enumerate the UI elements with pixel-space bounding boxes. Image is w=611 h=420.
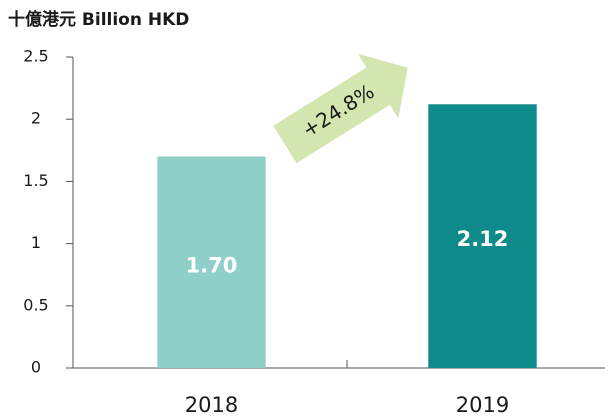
y-tick-label: 2 <box>31 109 41 128</box>
growth-arrow: +24.8% <box>273 53 408 164</box>
bar <box>428 104 537 368</box>
x-tick-label: 2018 <box>185 393 238 417</box>
x-tick-label: 2019 <box>456 393 509 417</box>
value-label: 2.12 <box>457 227 509 251</box>
y-tick-label: 1 <box>31 233 41 252</box>
bar <box>157 156 266 368</box>
arrow-shape <box>273 53 408 164</box>
value-label: 1.70 <box>186 253 238 277</box>
chart-title: 十億港元 Billion HKD <box>8 9 189 30</box>
y-tick-label: 2.5 <box>23 47 48 66</box>
y-tick-label: 1.5 <box>23 171 48 190</box>
y-tick-label: 0.5 <box>23 295 48 314</box>
y-tick-label: 0 <box>31 358 41 377</box>
